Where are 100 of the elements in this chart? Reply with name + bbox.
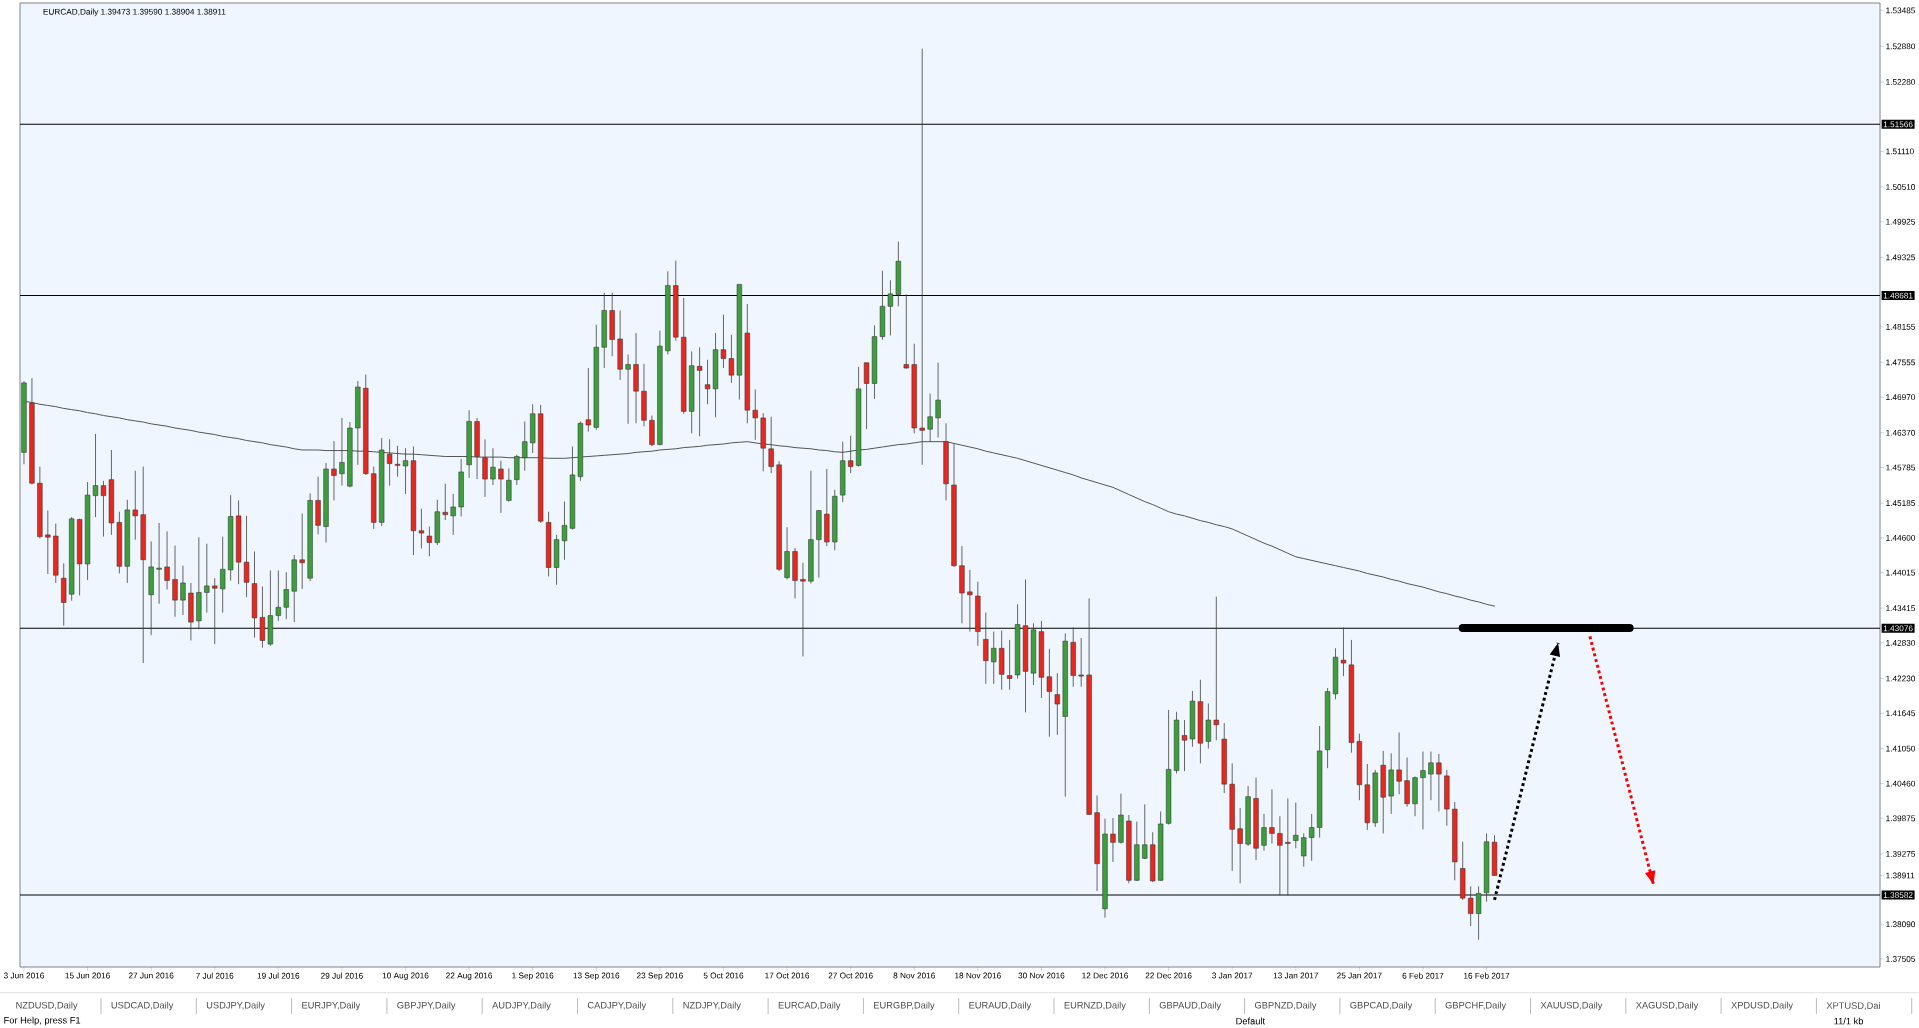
text: GBPAUD,Daily	[1159, 1001, 1222, 1011]
candlestick	[172, 545, 178, 618]
text: GBPJPY,Daily	[397, 1001, 456, 1011]
candlestick	[243, 515, 250, 598]
candlestick	[132, 470, 138, 540]
text: NZDJPY,Daily	[683, 1001, 741, 1011]
text: EURCAD,Daily 1.39473 1.39590 1.38904 1.38911	[43, 8, 226, 17]
x-tick-label: 7 Jul 2016	[196, 972, 234, 979]
candlestick	[919, 48, 925, 466]
text: EURAUD,Daily	[969, 1001, 1032, 1011]
candlestick	[1293, 802, 1299, 849]
candlestick	[1078, 637, 1084, 688]
candlestick	[164, 530, 170, 590]
candlestick	[1046, 648, 1053, 738]
y-tick-label: 1.46970	[1886, 394, 1916, 401]
y-tick-label: 1.37505	[1886, 956, 1916, 962]
text: Default	[1236, 1017, 1266, 1025]
text: USDCAD,Daily	[111, 1001, 174, 1011]
candlestick	[752, 389, 758, 441]
x-tick-label: 8 Nov 2016	[893, 972, 935, 979]
y-tick-label: 1.38911	[1886, 872, 1915, 879]
x-tick-label: 27 Oct 2016	[828, 972, 873, 979]
candlestick	[283, 571, 289, 620]
candlestick	[498, 460, 504, 514]
text: XPTUSD,Dai	[1826, 1002, 1880, 1010]
candlestick	[331, 440, 337, 501]
x-tick-label: 10 Aug 2016	[382, 972, 429, 981]
candlestick	[1420, 751, 1426, 830]
x-tick-label: 13 Jan 2017	[1273, 972, 1319, 979]
text: XAUUSD,Daily	[1540, 1001, 1603, 1011]
x-tick-label: 23 Sep 2016	[636, 972, 683, 981]
candlestick	[45, 510, 51, 575]
candlestick	[887, 279, 894, 336]
candlestick	[927, 393, 933, 443]
y-tick-label: 1.43415	[1886, 605, 1916, 612]
x-tick-label: 30 Nov 2016	[1018, 972, 1065, 979]
candlestick	[1428, 751, 1434, 801]
candlestick	[442, 483, 448, 521]
candlestick	[1110, 817, 1116, 863]
candlestick	[1237, 807, 1243, 884]
candlestick	[386, 438, 393, 486]
candlestick	[1301, 833, 1307, 868]
candlestick	[220, 536, 226, 614]
text: 11/1 kb	[1834, 1017, 1864, 1025]
text: EURCAD,Daily	[778, 1001, 841, 1011]
candlestick	[1285, 798, 1291, 896]
y-tick-label: 1.38090	[1886, 921, 1916, 928]
y-tick-label: 1.44600	[1886, 534, 1916, 541]
candlestick	[1309, 813, 1315, 862]
candlestick	[339, 417, 345, 486]
candlestick	[1475, 885, 1482, 941]
text: CADJPY,Daily	[587, 1001, 647, 1011]
candlestick	[935, 362, 941, 438]
candlestick	[848, 435, 854, 474]
ref-line-label: 1.48681	[1883, 292, 1913, 299]
ref-line-label: 1.51566	[1883, 121, 1913, 128]
y-tick-label: 1.46370	[1886, 429, 1916, 436]
candlestick	[212, 577, 218, 645]
text: GBPCHF,Daily	[1445, 1001, 1507, 1011]
y-tick-label: 1.47555	[1886, 359, 1916, 366]
y-tick-label: 1.45785	[1886, 464, 1916, 471]
candlestick	[514, 454, 520, 486]
candlestick	[1404, 757, 1410, 808]
candlestick	[204, 543, 210, 614]
y-tick-label: 1.49325	[1886, 254, 1916, 261]
candlestick	[1006, 639, 1013, 691]
y-tick-label: 1.39275	[1886, 851, 1916, 857]
candlestick	[180, 565, 186, 616]
text: AUDJPY,Daily	[492, 1001, 551, 1011]
candlestick	[1213, 596, 1219, 741]
candlestick	[991, 631, 997, 685]
candlestick	[426, 526, 433, 557]
x-tick-label: 22 Aug 2016	[446, 972, 493, 981]
x-tick-label: 25 Jan 2017	[1337, 972, 1382, 979]
x-tick-label: 5 Oct 2016	[703, 972, 744, 979]
x-tick-label: 18 Nov 2016	[955, 972, 1001, 979]
y-tick-label: 1.48155	[1886, 323, 1916, 330]
text: USDJPY,Daily	[206, 1001, 265, 1011]
candlestick	[625, 354, 631, 425]
candlestick	[903, 294, 909, 370]
text: XPDUSD,Daily	[1731, 1001, 1793, 1011]
candlestick	[696, 346, 703, 437]
candlestick	[1468, 885, 1474, 927]
y-tick-label: 1.45185	[1886, 500, 1916, 507]
x-tick-label: 15 Jun 2016	[65, 972, 110, 979]
text: GBPNZD,Daily	[1254, 1001, 1317, 1011]
x-tick-label: 6 Feb 2017	[1402, 972, 1444, 979]
candlestick	[1054, 672, 1060, 736]
y-tick-label: 1.52280	[1886, 79, 1916, 85]
y-tick-label: 1.53485	[1886, 7, 1916, 14]
candlestick	[418, 508, 425, 549]
text: For Help, press F1	[4, 1016, 81, 1026]
candlestick	[275, 570, 281, 622]
text: XAGUSD,Daily	[1635, 1001, 1699, 1011]
candlestick	[1436, 753, 1442, 812]
text: EURGBP,Daily	[874, 1001, 935, 1011]
y-tick-label: 1.40460	[1886, 780, 1916, 787]
candlestick	[1261, 813, 1267, 852]
candlestick	[1277, 815, 1283, 896]
candlestick	[490, 447, 496, 486]
